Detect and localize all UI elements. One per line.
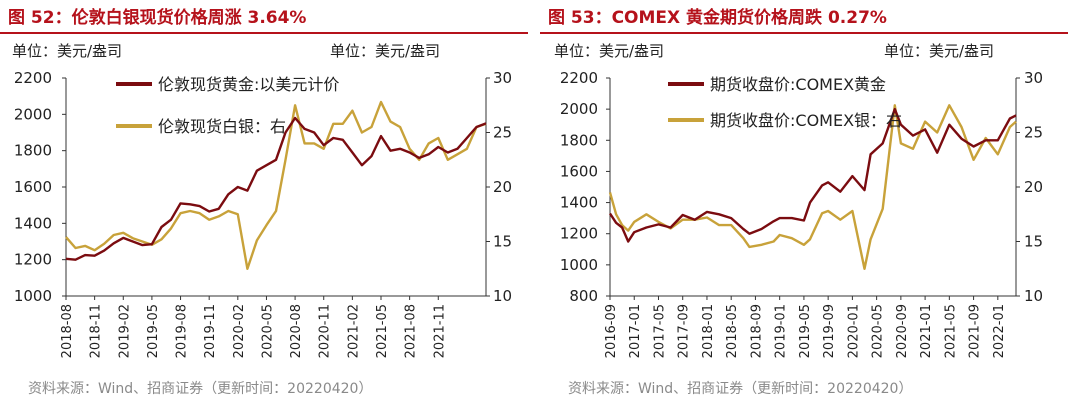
legend-label: 伦敦现货黄金:以美元计价 (158, 75, 339, 94)
unit-label-left: 单位：美元/盎司 (554, 42, 665, 60)
x-tick-label: 2021-01 (919, 304, 934, 358)
legend-label: 期货收盘价:COMEX银：右 (710, 111, 902, 130)
x-tick-label: 2019-08 (175, 304, 190, 358)
title-rule (0, 32, 528, 34)
series-line-gold (65, 116, 487, 261)
x-tick-label: 2020-09 (895, 304, 910, 358)
x-tick-label: 2019-05 (798, 304, 813, 358)
y-right-tick-label: 10 (1024, 287, 1043, 305)
y-left-tick-label: 2200 (560, 69, 598, 87)
x-tick-label: 2019-09 (822, 304, 837, 358)
y-right-tick-label: 15 (1024, 233, 1043, 251)
y-right-tick-label: 20 (1024, 178, 1043, 196)
chart-title: 图 52：伦敦白银现货价格周涨 3.64% (8, 8, 307, 28)
chart-panel-left: 图 52：伦敦白银现货价格周涨 3.64% 单位：美元/盎司 单位：美元/盎司 … (0, 8, 528, 397)
y-left-tick-label: 1600 (560, 162, 598, 180)
y-right-tick-label: 25 (493, 124, 512, 142)
x-tick-label: 2018-09 (749, 304, 764, 358)
y-left-tick-label: 1400 (560, 194, 598, 212)
chart-plot: 800 1000 1200 1400 1600 1800 2000 2200 10 15 20 25 3… (560, 69, 1043, 358)
x-tick-label: 2020-08 (289, 304, 304, 358)
chart-title: 图 53：COMEX 黄金期货价格周跌 0.27% (548, 8, 887, 28)
x-tick-label: 2019-01 (774, 304, 789, 358)
chart-plot: 1000 1200 1400 1600 1800 2000 2200 10 15 20 25 30 20… (14, 69, 512, 358)
y-left-tick-label: 1200 (560, 225, 598, 243)
x-tick-label: 2022-01 (992, 304, 1007, 358)
x-tick-label: 2018-08 (60, 304, 75, 358)
x-tick-label: 2017-05 (652, 304, 667, 358)
y-right-tick-label: 15 (493, 233, 512, 251)
x-tick-label: 2018-01 (701, 304, 716, 358)
x-tick-label: 2019-02 (117, 304, 132, 358)
x-tick-label: 2019-11 (203, 304, 218, 358)
x-tick-label: 2021-02 (346, 304, 361, 358)
y-right-tick-label: 20 (493, 178, 512, 196)
y-left-tick-label: 2000 (14, 105, 52, 123)
x-tick-label: 2021-11 (432, 304, 447, 358)
y-left-tick-label: 1800 (560, 131, 598, 149)
x-tick-label: 2019-05 (146, 304, 161, 358)
series-line-gold (608, 107, 1017, 243)
y-left-tick-label: 1000 (560, 256, 598, 274)
y-left-tick-label: 2200 (14, 69, 52, 87)
source-note: 资料来源：Wind、招商证券（更新时间：20220420） (568, 381, 913, 397)
y-left-tick-label: 1800 (14, 142, 52, 160)
legend-label: 期货收盘价:COMEX黄金 (710, 75, 886, 94)
x-tick-label: 2020-05 (871, 304, 886, 358)
y-right-tick-label: 25 (1024, 124, 1043, 142)
x-tick-label: 2020-05 (260, 304, 275, 358)
source-note: 资料来源：Wind、招商证券（更新时间：20220420） (28, 381, 373, 397)
chart-panel-right: 图 53：COMEX 黄金期货价格周跌 0.27% 单位：美元/盎司 单位：美元… (540, 0, 1080, 410)
y-left-tick-label: 800 (569, 287, 598, 305)
y-right-tick-label: 10 (493, 287, 512, 305)
x-tick-label: 2020-11 (318, 304, 333, 358)
title-rule (540, 32, 1068, 34)
x-tick-label: 2020-01 (846, 304, 861, 358)
unit-label-right: 单位：美元/盎司 (884, 42, 995, 60)
x-tick-label: 2017-01 (628, 304, 643, 358)
y-right-tick-label: 30 (1024, 69, 1043, 87)
y-left-tick-label: 1000 (14, 287, 52, 305)
x-tick-label: 2021-08 (404, 304, 419, 358)
x-tick-label: 2020-02 (232, 304, 247, 358)
y-left-tick-label: 1600 (14, 178, 52, 196)
unit-label-left: 单位：美元/盎司 (12, 42, 123, 60)
y-left-tick-label: 1200 (14, 251, 52, 269)
unit-label-right: 单位：美元/盎司 (330, 42, 441, 60)
x-tick-label: 2018-11 (89, 304, 104, 358)
x-tick-label: 2018-05 (725, 304, 740, 358)
y-right-tick-label: 30 (493, 69, 512, 87)
y-left-tick-label: 1400 (14, 214, 52, 232)
x-tick-label: 2021-05 (943, 304, 958, 358)
legend-label: 伦敦现货白银：右 (158, 117, 286, 136)
y-left-tick-label: 2000 (560, 100, 598, 118)
x-tick-label: 2021-05 (375, 304, 390, 358)
x-tick-label: 2021-09 (968, 304, 983, 358)
x-tick-label: 2017-09 (677, 304, 692, 358)
x-tick-label: 2016-09 (604, 304, 619, 358)
